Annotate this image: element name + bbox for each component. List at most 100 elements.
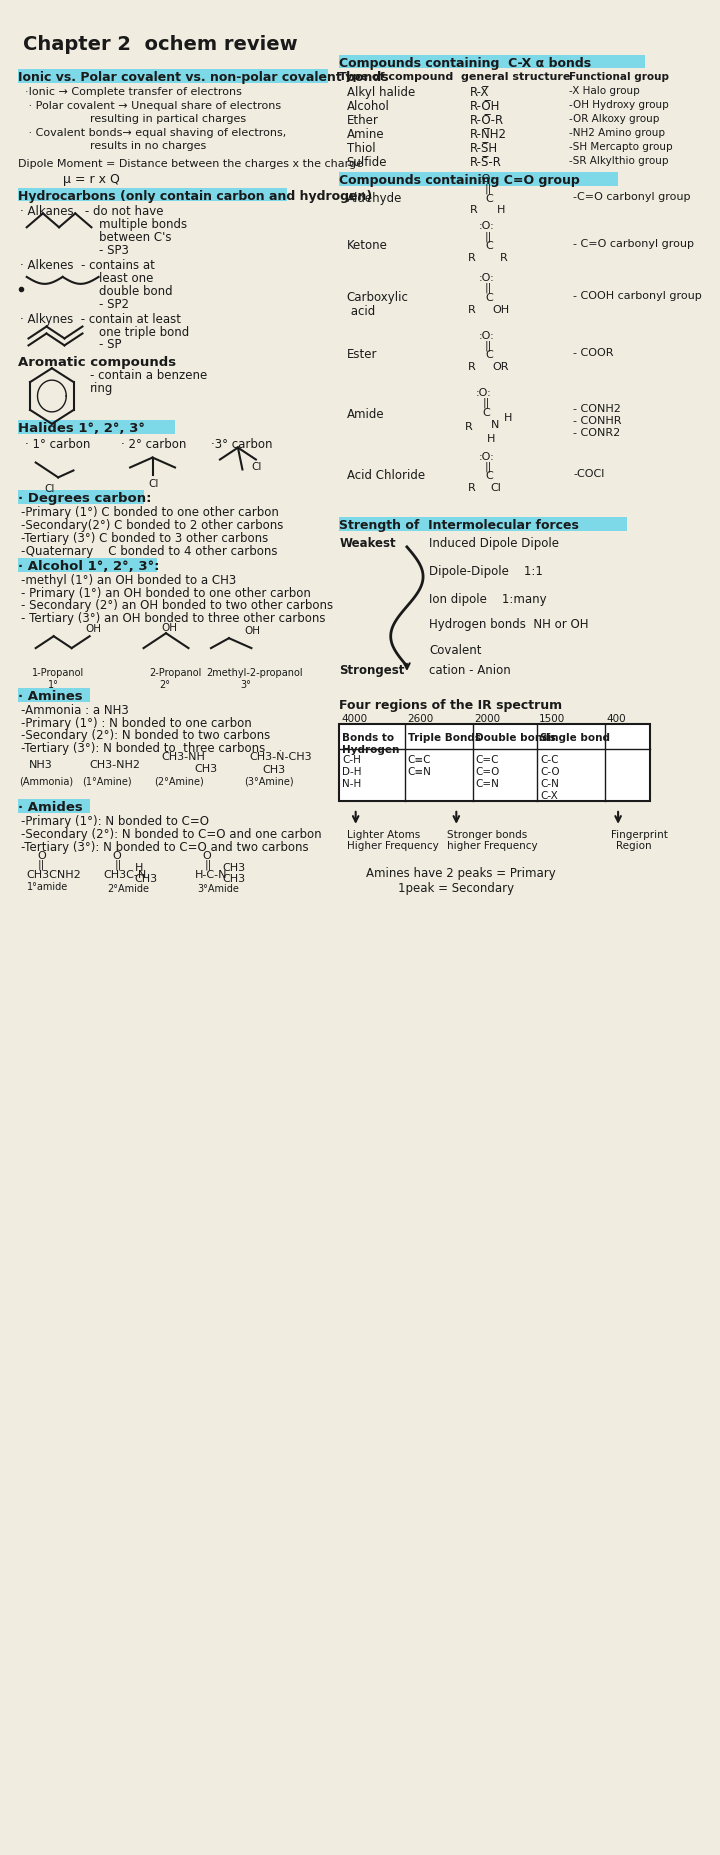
Text: R-S̅H: R-S̅H (470, 143, 498, 156)
Text: - SP: - SP (99, 338, 121, 351)
Bar (18, 187, 287, 202)
Text: 1°amide: 1°amide (27, 883, 68, 892)
Text: CH3-NH2: CH3-NH2 (89, 761, 140, 770)
Text: · Degrees carbon:: · Degrees carbon: (18, 492, 151, 505)
Text: -OH Hydroxy group: -OH Hydroxy group (569, 100, 668, 109)
Text: C: C (482, 408, 490, 417)
Text: NH3: NH3 (29, 761, 53, 770)
Text: 2000: 2000 (474, 714, 500, 723)
Text: Ether: Ether (346, 115, 379, 128)
Text: - COOR: - COOR (573, 349, 613, 358)
Text: ||: || (485, 282, 492, 293)
Text: Dipole Moment = Distance between the charges x the charge: Dipole Moment = Distance between the cha… (18, 160, 363, 169)
Text: R-X̅: R-X̅ (470, 87, 489, 100)
Text: 1peak = Secondary: 1peak = Secondary (398, 883, 514, 896)
Text: R: R (468, 362, 476, 373)
Bar (18, 688, 89, 701)
Text: ||: || (114, 859, 122, 870)
Text: μ = r x Q: μ = r x Q (63, 173, 120, 186)
Text: Strongest: Strongest (340, 664, 405, 677)
Text: R-O̅H: R-O̅H (470, 100, 500, 113)
Text: ||: || (485, 462, 492, 471)
Text: - Primary (1°) an OH bonded to one other carbon: - Primary (1°) an OH bonded to one other… (22, 586, 311, 599)
Text: Cl: Cl (148, 479, 158, 490)
Text: Ester: Ester (346, 349, 377, 362)
Text: - COOH carbonyl group: - COOH carbonyl group (573, 291, 702, 301)
Text: Stronger bonds: Stronger bonds (447, 829, 528, 840)
Text: -Tertiary (3°): N bonded to  three carbons: -Tertiary (3°): N bonded to three carbon… (22, 742, 266, 755)
Text: CH3: CH3 (262, 766, 285, 775)
Text: Amines have 2 peaks = Primary: Amines have 2 peaks = Primary (366, 868, 557, 881)
Text: Aldehyde: Aldehyde (346, 191, 402, 204)
Text: Aromatic compounds: Aromatic compounds (18, 356, 176, 369)
Text: -Ammonia : a NH3: -Ammonia : a NH3 (22, 703, 129, 716)
Text: ||: || (482, 399, 490, 408)
Text: · Amides: · Amides (18, 801, 83, 814)
Text: O: O (112, 851, 121, 861)
Bar (18, 69, 328, 83)
Text: Alcohol: Alcohol (346, 100, 390, 113)
Text: 4000: 4000 (341, 714, 367, 723)
Bar (18, 419, 175, 434)
Text: CH3: CH3 (222, 874, 246, 885)
Text: R: R (468, 252, 476, 263)
Text: C=O: C=O (475, 768, 500, 777)
Text: H-C-N: H-C-N (195, 870, 228, 881)
Text: CH3: CH3 (135, 874, 158, 885)
Text: - contain a benzene: - contain a benzene (89, 369, 207, 382)
Text: Alkyl halide: Alkyl halide (346, 87, 415, 100)
Text: CH3-NH: CH3-NH (161, 753, 205, 762)
Text: 3°: 3° (240, 681, 251, 690)
Text: -Primary (1°) : N bonded to one carbon: -Primary (1°) : N bonded to one carbon (22, 716, 252, 729)
Text: C: C (485, 471, 492, 482)
Text: -COCl: -COCl (573, 469, 605, 479)
Text: 2-Propanol: 2-Propanol (149, 668, 202, 677)
Text: OH: OH (161, 623, 178, 633)
Text: ||: || (485, 184, 492, 195)
Text: (Ammonia): (Ammonia) (19, 775, 73, 787)
Text: - CONHR: - CONHR (573, 416, 621, 427)
Text: :O:: :O: (479, 221, 495, 232)
Text: Hydrogen bonds  NH or OH: Hydrogen bonds NH or OH (429, 618, 589, 631)
Text: · Alkynes  - contain at least: · Alkynes - contain at least (19, 313, 181, 326)
Text: Carboxylic: Carboxylic (346, 291, 408, 304)
Text: ||: || (37, 859, 45, 870)
Text: H: H (504, 414, 513, 423)
Text: ring: ring (89, 382, 113, 395)
Text: Cl: Cl (251, 462, 262, 471)
Text: -SR Alkylthio group: -SR Alkylthio group (569, 156, 668, 165)
Text: C≡C: C≡C (408, 755, 431, 766)
Text: C: C (485, 293, 492, 302)
Text: -Secondary (2°): N bonded to C=O and one carbon: -Secondary (2°): N bonded to C=O and one… (22, 827, 322, 840)
Text: - Tertiary (3°) an OH bonded to three other carbons: - Tertiary (3°) an OH bonded to three ot… (22, 612, 326, 625)
Text: CH3C-N: CH3C-N (103, 870, 146, 881)
Bar (18, 800, 89, 812)
Text: Ionic vs. Polar covalent vs. non-polar covalent bonds: Ionic vs. Polar covalent vs. non-polar c… (18, 72, 388, 85)
Text: C-X: C-X (540, 790, 558, 801)
Text: Fingerprint: Fingerprint (611, 829, 667, 840)
Text: ||: || (485, 341, 492, 351)
Text: -Primary (1°) C bonded to one other carbon: -Primary (1°) C bonded to one other carb… (22, 506, 279, 519)
Text: -X Halo group: -X Halo group (569, 87, 639, 96)
Text: C-H: C-H (342, 755, 361, 766)
Text: Higher Frequency: Higher Frequency (346, 840, 438, 851)
Text: -Tertiary (3°) C bonded to 3 other carbons: -Tertiary (3°) C bonded to 3 other carbo… (22, 532, 269, 545)
Text: H: H (497, 206, 505, 215)
Bar (340, 173, 618, 186)
Text: -NH2 Amino group: -NH2 Amino group (569, 128, 665, 137)
Text: N-H: N-H (342, 779, 361, 788)
Text: :O:: :O: (479, 330, 495, 341)
Text: C: C (485, 241, 492, 250)
Text: - Secondary (2°) an OH bonded to two other carbons: - Secondary (2°) an OH bonded to two oth… (22, 599, 333, 612)
Text: R-O̅-R: R-O̅-R (470, 115, 504, 128)
Text: Cl: Cl (45, 484, 55, 493)
Text: Hydrocarbons (only contain carbon and hydrogen): Hydrocarbons (only contain carbon and hy… (18, 189, 372, 202)
Text: acid: acid (346, 304, 375, 317)
Text: Compounds containing C=O group: Compounds containing C=O group (340, 174, 580, 187)
Text: H: H (135, 863, 143, 874)
Text: 2600: 2600 (407, 714, 433, 723)
Text: Cl: Cl (490, 484, 501, 493)
Text: R: R (470, 206, 477, 215)
Text: CH3: CH3 (222, 863, 246, 874)
Text: O: O (37, 851, 46, 861)
